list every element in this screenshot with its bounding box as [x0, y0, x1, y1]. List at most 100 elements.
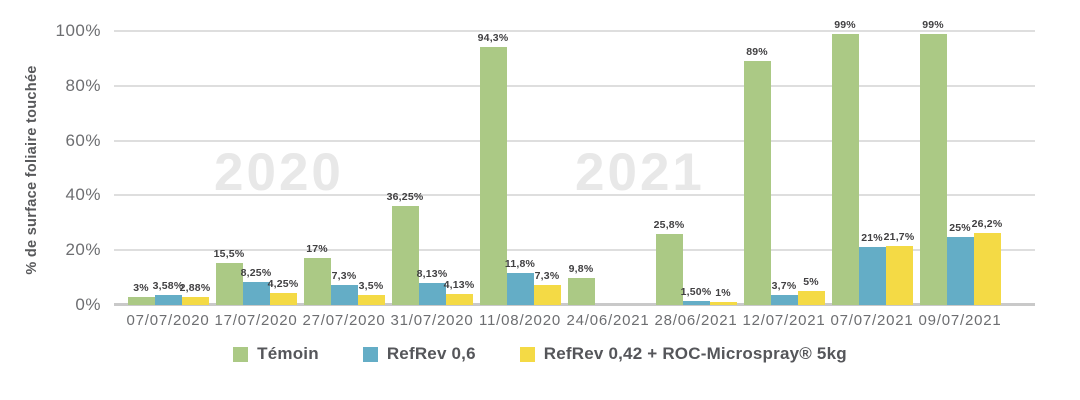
- bar: 3,58%: [153, 280, 183, 305]
- bar-slot: 9,8%: [567, 263, 595, 305]
- bar-slot: 99%: [919, 19, 947, 305]
- bar: 7,3%: [533, 270, 561, 305]
- legend-swatch-icon: [519, 346, 535, 362]
- legend-item: RefRev 0,6: [362, 344, 476, 364]
- bar-groups: 3% 3,58% 2,88% 07/07/2020 15,5% 8,25% 4,25% 17/…: [124, 19, 1004, 329]
- bar: 25,8%: [654, 219, 684, 305]
- bar-slot: 21%: [858, 232, 886, 305]
- bar-slot: 99%: [831, 19, 859, 305]
- bar-value-label: 25,8%: [653, 219, 685, 232]
- bar: 99%: [831, 19, 859, 305]
- bar-slot: 3,7%: [770, 280, 798, 305]
- bar-group: 94,3% 11,8% 7,3% 11/08/2020: [476, 31, 564, 329]
- bar: 26,2%: [972, 218, 1002, 305]
- legend-item: Témoin: [233, 344, 319, 364]
- x-axis-label: 24/06/2021: [566, 312, 650, 329]
- bar-slot: 21,7%: [884, 231, 914, 305]
- bar-group: 99% 21% 21,7% 07/07/2021: [828, 19, 916, 329]
- bar: 4,13%: [444, 279, 474, 305]
- y-tick-label: 0%: [75, 295, 101, 314]
- bar-slot: 8,25%: [241, 267, 271, 305]
- bar: 1%: [709, 287, 737, 305]
- x-axis-label: 12/07/2021: [742, 312, 826, 329]
- legend-swatch-icon: [362, 346, 378, 362]
- bar-value-label: 7,3%: [534, 270, 560, 282]
- y-tick-label: 80%: [65, 75, 101, 95]
- bar-group: 15,5% 8,25% 4,25% 17/07/2020: [212, 31, 300, 329]
- bar: 7,3%: [330, 270, 358, 305]
- x-axis-label: 28/06/2021: [654, 312, 738, 329]
- x-axis-label: 07/07/2021: [830, 312, 914, 329]
- gridline: [114, 194, 1035, 197]
- x-axis-label: 09/07/2021: [918, 312, 1002, 329]
- x-axis-label: 27/07/2020: [302, 312, 386, 329]
- bar: 36,25%: [387, 191, 423, 305]
- bar-value-label: 3%: [133, 281, 149, 294]
- bar: 9,8%: [567, 263, 595, 305]
- bar-slot: 1%: [709, 287, 737, 305]
- bar-slot: 4,13%: [444, 279, 474, 305]
- bar: 3%: [127, 282, 155, 305]
- bar-value-label: 99%: [834, 18, 856, 31]
- bar-slot: 3%: [127, 282, 155, 305]
- bar: 2,88%: [180, 282, 210, 305]
- legend-item: RefRev 0,42 + ROC-Microspray® 5kg: [519, 344, 847, 364]
- bar: 11,8%: [505, 258, 535, 305]
- bar-value-label: 25%: [949, 221, 971, 234]
- bar-value-label: 94,3%: [477, 31, 509, 44]
- bar: 5%: [797, 276, 825, 305]
- bar: 99%: [919, 19, 947, 305]
- bar-value-label: 5%: [803, 276, 819, 289]
- bar: 3,5%: [357, 280, 385, 305]
- bar-group: 89% 3,7% 5% 12/07/2021: [740, 31, 828, 329]
- x-axis-label: 17/07/2020: [214, 312, 298, 329]
- bar-value-label: 15,5%: [213, 247, 245, 260]
- bar-value-label: 3,58%: [152, 280, 184, 293]
- bar-slot: 3,58%: [153, 280, 183, 305]
- bar-slot: 94,3%: [478, 32, 508, 305]
- bar: 94,3%: [478, 32, 508, 305]
- bar-value-label: 4,13%: [443, 278, 475, 291]
- bar: 89%: [743, 46, 771, 305]
- bar-value-label: 7,3%: [331, 270, 357, 282]
- bar-value-label: 2,88%: [179, 282, 211, 295]
- bar: 21%: [858, 232, 886, 305]
- bar-slot: 11,8%: [505, 258, 535, 305]
- bar: 17%: [303, 243, 331, 305]
- plot-area: 0% 20% 40% 60% 80% 100% 3% 3,58% 2,88% 07/07/202…: [56, 19, 1035, 329]
- legend-swatch-icon: [233, 346, 249, 362]
- bar-slot: 36,25%: [387, 191, 423, 305]
- y-tick-label: 100%: [55, 21, 101, 40]
- x-axis-label: 11/08/2020: [479, 312, 561, 329]
- legend-label: RefRev 0,42 + ROC-Microspray® 5kg: [543, 344, 847, 363]
- bar-value-label: 21,7%: [883, 230, 915, 243]
- bar-group: 99% 25% 26,2% 09/07/2021: [916, 19, 1004, 329]
- bar-value-label: 11,8%: [504, 257, 536, 270]
- bar-value-label: 17%: [306, 243, 328, 256]
- gridline: [114, 84, 1035, 87]
- bar-slot: 1,50%: [681, 286, 711, 305]
- bar-slot: 7,3%: [533, 270, 561, 305]
- bar: 1,50%: [681, 286, 711, 305]
- bar-slot: 2,88%: [180, 282, 210, 305]
- bar-group: 17% 7,3% 3,5% 27/07/2020: [300, 31, 388, 329]
- y-tick-label: 60%: [65, 130, 101, 150]
- bar-group: 3% 3,58% 2,88% 07/07/2020: [124, 31, 212, 329]
- bar-value-label: 4,25%: [267, 278, 299, 291]
- bar-value-label: 8,13%: [416, 267, 448, 280]
- bar-value-label: 26,2%: [971, 218, 1003, 231]
- legend-label: Témoin: [257, 344, 319, 363]
- bar-value-label: 1,50%: [680, 285, 712, 298]
- bar-slot: 17%: [303, 243, 331, 305]
- legend-label: RefRev 0,6: [386, 344, 476, 363]
- bar-slot: 26,2%: [972, 218, 1002, 305]
- bar: 8,13%: [417, 268, 447, 305]
- gridline: [114, 139, 1035, 142]
- bar: 8,25%: [241, 267, 271, 305]
- bar-slot: 25,8%: [654, 219, 684, 305]
- y-tick-label: 20%: [65, 240, 101, 260]
- watermark-2020: 2020: [214, 143, 344, 202]
- x-axis-label: 31/07/2020: [390, 312, 474, 329]
- bar-slot: 89%: [743, 46, 771, 305]
- bar-group: 25,8% 1,50% 1% 28/06/2021: [652, 31, 740, 329]
